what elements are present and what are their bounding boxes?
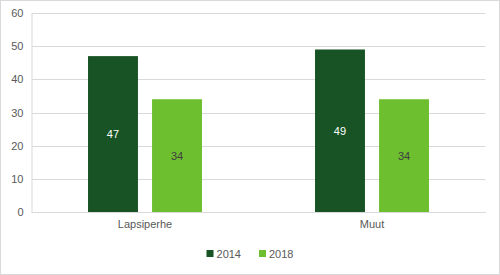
y-tick-label: 40 [11,73,23,85]
y-tick-label: 60 [11,7,23,19]
legend-item: 2018 [259,248,293,260]
legend-label: 2014 [217,248,241,260]
chart-border [1,1,500,275]
legend-swatch [207,250,214,257]
grid-line [32,46,486,47]
y-tick-label: 10 [11,173,23,185]
legend-swatch [259,250,266,257]
bar [379,99,429,212]
y-tick: 30 [11,107,31,119]
y-axis-line [32,14,33,213]
x-axis-line [32,212,486,213]
legend: 2014 2018 [207,248,294,260]
x-tick: Lapsiperhe [118,212,172,230]
bar [152,99,202,212]
y-tick: 50 [11,40,31,52]
x-tick: Muut [360,212,384,230]
bar [88,56,138,212]
x-tick-label: Muut [360,218,384,230]
grid-line [32,212,486,213]
data-labels: 47 49 34 34 [107,125,410,162]
y-tick-label: 50 [11,40,23,52]
y-tick: 40 [11,73,31,85]
y-tick-label: 30 [11,107,23,119]
y-tick-label: 0 [17,206,23,218]
y-tick: 0 [17,206,31,218]
y-tick-label: 20 [11,140,23,152]
y-axis: 0 10 20 30 40 50 60 [11,7,32,218]
bar [315,49,365,212]
y-tick: 60 [11,7,31,19]
data-label: 47 [107,128,119,140]
y-tick: 10 [11,173,31,185]
grid [32,14,486,213]
data-label: 34 [398,150,410,162]
chart: 0102030405060LapsiperheMuut4749343420142… [0,0,500,275]
x-tick-label: Lapsiperhe [118,218,172,230]
grid-line [32,13,486,14]
legend-item: 2014 [207,248,241,260]
data-label: 49 [334,125,346,137]
y-tick: 20 [11,140,31,152]
legend-label: 2018 [269,248,293,260]
data-label: 34 [171,150,183,162]
bars [88,49,429,212]
x-axis: Lapsiperhe Muut [32,212,486,230]
